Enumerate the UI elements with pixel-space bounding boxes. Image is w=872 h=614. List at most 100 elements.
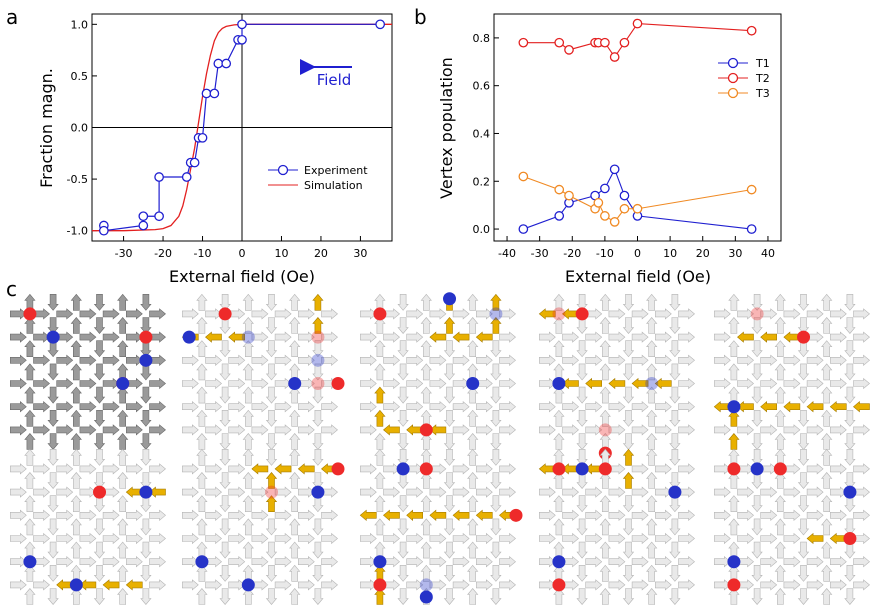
blue-charge (419, 590, 433, 604)
island-arrow (760, 377, 778, 390)
flipped-island-arrow (737, 331, 754, 343)
data-point-experiment (189, 157, 200, 168)
island-arrow (242, 293, 254, 311)
island-arrow (117, 495, 129, 513)
island-arrow (713, 579, 731, 591)
flipped-island-arrow (783, 401, 801, 413)
island-arrow (406, 579, 424, 591)
flipped-island-arrow (737, 401, 754, 413)
island-arrow (126, 401, 143, 413)
island-arrow (321, 424, 338, 436)
island-arrow (669, 472, 681, 489)
island-arrow (24, 448, 36, 466)
island-arrow (467, 495, 479, 513)
island-arrow (622, 317, 635, 334)
island-arrow (631, 354, 649, 366)
island-arrow (490, 448, 502, 466)
island-arrow (10, 579, 27, 591)
island-arrow (622, 363, 635, 381)
island-arrow (126, 463, 143, 475)
island-arrow (829, 486, 847, 498)
island-arrow (429, 579, 447, 591)
island-arrow (646, 518, 658, 536)
island-arrow (760, 532, 778, 545)
island-arrow (669, 340, 681, 358)
island-arrow (24, 495, 36, 513)
island-arrow (631, 424, 649, 436)
island-arrow (760, 556, 778, 568)
island-arrow (821, 409, 833, 427)
island-arrow (538, 424, 556, 436)
island-arrow (490, 386, 502, 404)
island-arrow (70, 293, 82, 311)
island-arrow (228, 579, 246, 591)
island-arrow (47, 317, 59, 334)
island-arrow (821, 541, 833, 559)
island-arrow (321, 354, 338, 366)
island-arrow (646, 472, 658, 489)
island-arrow (321, 556, 338, 568)
island-arrow (219, 363, 231, 381)
island-arrow (774, 386, 786, 404)
island-arrow (844, 433, 856, 450)
island-arrow (467, 472, 479, 489)
island-arrow (576, 293, 588, 311)
island-arrow (56, 486, 74, 498)
flipped-island-arrow (374, 409, 386, 427)
island-arrow (117, 518, 129, 536)
island-arrow (265, 433, 278, 450)
flipped-island-arrow (475, 509, 493, 521)
island-arrow (654, 509, 672, 521)
island-arrow (797, 495, 810, 513)
island-arrow (33, 331, 50, 343)
island-arrow (475, 354, 493, 366)
island-arrow (467, 588, 479, 605)
island-arrow (289, 386, 301, 404)
island-arrow (126, 308, 143, 320)
island-arrow (251, 401, 269, 413)
island-arrow (102, 532, 120, 545)
island-arrow (751, 448, 763, 466)
island-arrow (219, 518, 231, 536)
island-arrow (443, 340, 456, 358)
x-tick-label-a: 30 (353, 247, 367, 260)
flipped-island-arrow (102, 579, 120, 591)
island-arrow (274, 509, 292, 521)
flipped-island-arrow (608, 377, 626, 390)
island-arrow (374, 433, 386, 450)
island-arrow (737, 424, 754, 436)
island-arrow (783, 486, 801, 498)
island-arrow (70, 541, 82, 559)
island-arrow (126, 424, 143, 436)
island-arrow (70, 518, 82, 536)
red-charge (727, 462, 741, 476)
x-tick-label-b: -30 (531, 247, 549, 260)
island-arrow (844, 409, 856, 427)
flipped-island-arrow (359, 509, 377, 521)
island-arrow (553, 588, 565, 605)
island-arrow (751, 433, 763, 450)
island-arrow (783, 424, 801, 436)
island-arrow (678, 509, 695, 521)
island-arrow (853, 308, 870, 320)
island-arrow (47, 433, 59, 450)
data-point-t3 (632, 203, 643, 214)
island-arrow (631, 486, 649, 498)
y-tick-label-b: 0.4 (473, 127, 491, 140)
island-arrow (538, 401, 556, 413)
island-arrow (646, 588, 658, 605)
island-arrow (10, 308, 27, 320)
island-arrow (806, 463, 824, 475)
flipped-island-arrow (406, 509, 424, 521)
island-arrow (397, 588, 409, 605)
island-arrow (797, 386, 810, 404)
island-arrow (359, 556, 377, 568)
island-arrow (654, 308, 672, 320)
flipped-island-arrow (654, 377, 672, 390)
red-charge (373, 578, 387, 592)
blue-charge (443, 292, 457, 306)
island-arrow (359, 331, 377, 343)
island-arrow (622, 541, 635, 559)
island-arrow (117, 564, 129, 582)
